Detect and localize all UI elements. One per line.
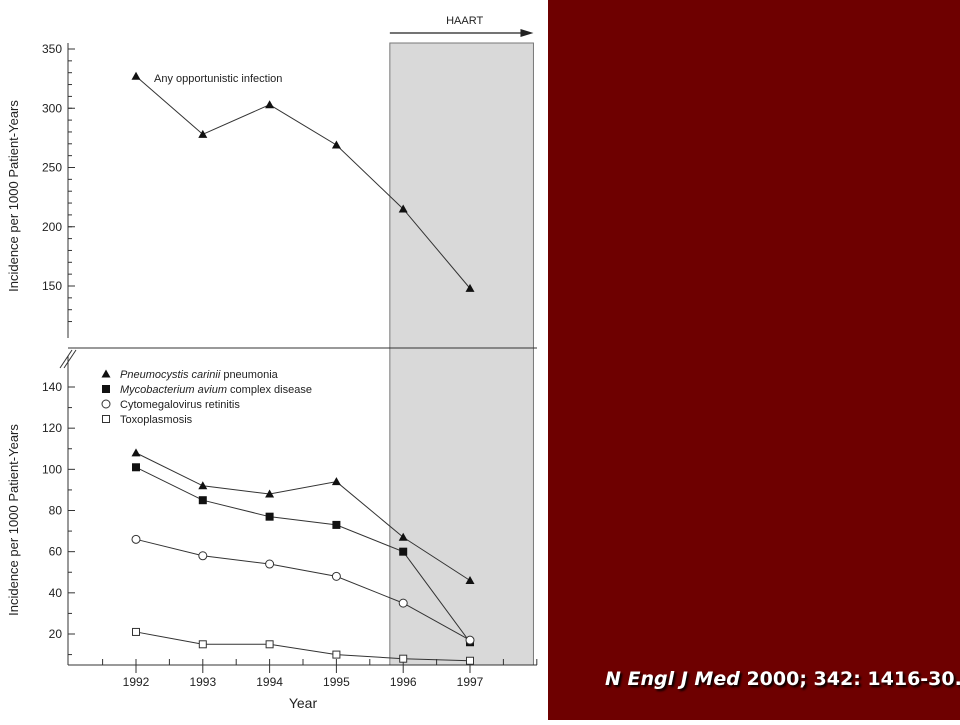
data-point-pcp	[265, 489, 275, 498]
x-tick-label: 1992	[123, 675, 150, 689]
background-panel	[548, 0, 960, 720]
series-line-toxo	[135, 631, 471, 662]
data-point-mac	[399, 547, 408, 556]
data-point-pcp	[131, 448, 141, 457]
data-point-cmv	[398, 598, 408, 608]
data-point-cmv	[265, 559, 275, 569]
bottom-y-tick-label: 20	[49, 627, 63, 641]
data-point-mac	[332, 520, 341, 529]
data-point-toxo	[399, 654, 408, 663]
legend-label-pcp: Pneumocystis carinii pneumonia	[120, 369, 279, 381]
data-point-toxo	[466, 656, 474, 665]
x-tick-label: 1997	[457, 675, 484, 689]
axis-break-mark	[59, 349, 73, 369]
bottom-y-tick-label: 140	[42, 380, 62, 394]
bottom-y-tick-label: 80	[49, 504, 63, 518]
data-point-pcp	[398, 532, 408, 541]
top-y-tick-label: 350	[42, 42, 62, 56]
haart-arrow-head	[520, 29, 534, 37]
figure-panel: HAART 150 200 250 300 350 20 40 60 80 100 120 140 199…	[6, 15, 538, 711]
data-point-pcp	[198, 481, 208, 490]
top-y-tick-label: 300	[42, 101, 62, 115]
data-point-cmv	[465, 635, 475, 645]
citation: N Engl J Med 2000; 342: 1416-30.	[605, 668, 960, 690]
data-point-cmv	[198, 551, 208, 561]
data-point-toxo	[332, 650, 341, 659]
citation-journal: N Engl J Med	[605, 668, 740, 690]
citation-details: 2000; 342: 1416-30.	[739, 668, 960, 690]
top-y-tick-label: 200	[42, 220, 62, 234]
data-point-any-oi	[331, 140, 341, 149]
legend-label-cmv: Cytomegalovirus retinitis	[120, 399, 240, 411]
haart-shaded-region	[389, 42, 534, 666]
bottom-y-axis-label: Incidence per 1000 Patient-Years	[6, 424, 21, 616]
data-point-toxo	[198, 640, 207, 649]
data-point-pcp	[331, 477, 341, 486]
series-line-mac	[135, 466, 471, 643]
x-tick-label: 1995	[323, 675, 350, 689]
x-axis-label: Year	[289, 695, 318, 711]
legend-label-mac: Mycobacterium avium complex disease	[120, 384, 312, 396]
haart-label: HAART	[446, 15, 483, 27]
data-point-mac	[132, 463, 140, 472]
x-tick-label: 1993	[189, 675, 216, 689]
data-point-any-oi	[398, 204, 408, 213]
data-point-mac	[198, 496, 207, 505]
series-line-cmv	[135, 538, 471, 641]
x-tick-label: 1996	[390, 675, 417, 689]
top-y-tick-label: 150	[42, 279, 62, 293]
legend-label-toxo: Toxoplasmosis	[120, 414, 193, 426]
top-y-tick-label: 250	[42, 161, 62, 175]
series-label-any-oi: Any opportunistic infection	[154, 73, 282, 85]
incidence-chart: HAART 150 200 250 300 350 20 40 60 80 100 120 140 199…	[6, 15, 538, 711]
data-point-cmv	[131, 534, 141, 544]
top-y-axis-label: Incidence per 1000 Patient-Years	[6, 100, 21, 292]
data-point-toxo	[265, 640, 274, 649]
legend-marker-mac	[102, 385, 110, 393]
legend-marker-toxo	[102, 415, 110, 423]
bottom-y-tick-label: 100	[42, 462, 62, 476]
bottom-y-tick-label: 120	[42, 421, 62, 435]
data-point-any-oi	[265, 100, 275, 109]
axis-break-mark	[63, 349, 77, 369]
data-point-any-oi	[465, 283, 475, 292]
series-line-any-oi	[135, 75, 471, 289]
legend-marker-pcp	[101, 369, 111, 378]
data-point-toxo	[132, 627, 140, 636]
data-point-any-oi	[131, 71, 141, 80]
series-line-pcp	[135, 452, 471, 581]
legend-marker-cmv	[101, 399, 111, 409]
data-point-any-oi	[198, 129, 208, 138]
data-point-cmv	[331, 571, 341, 581]
x-tick-label: 1994	[256, 675, 283, 689]
data-point-mac	[265, 512, 274, 521]
bottom-y-tick-label: 40	[49, 586, 63, 600]
data-point-pcp	[465, 575, 475, 584]
bottom-y-tick-label: 60	[49, 545, 63, 559]
